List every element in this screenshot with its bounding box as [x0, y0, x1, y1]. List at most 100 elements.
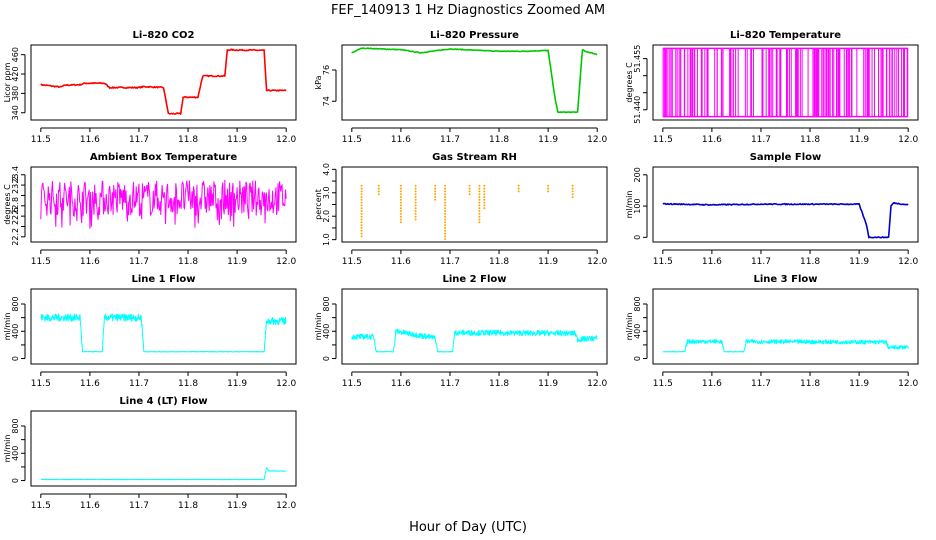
data-point: [444, 232, 447, 235]
plot-frame: [652, 166, 919, 243]
data-point: [399, 193, 402, 196]
data-point: [360, 193, 363, 196]
x-tick-label: 11.6: [80, 257, 100, 267]
panel-title: Sample Flow: [750, 152, 822, 163]
y-tick-label: 74: [322, 96, 331, 106]
data-point: [478, 193, 481, 196]
data-point: [478, 201, 481, 204]
y-tick-label: 76: [322, 65, 331, 75]
data-point: [399, 210, 402, 213]
data-point: [399, 215, 402, 218]
x-tick-label: 11.7: [129, 501, 149, 511]
x-axis: 11.5 11.6 11.7 11.8 11.9 12.0: [342, 371, 607, 389]
data-point: [444, 210, 447, 213]
data-point: [468, 193, 471, 196]
data-point: [483, 193, 486, 196]
x-tick-label: 11.5: [31, 135, 51, 145]
x-tick-label: 11.5: [342, 379, 362, 389]
y-tick-label: 1.0: [322, 233, 331, 246]
y-tick-label: 22.8: [11, 197, 20, 215]
data-point: [444, 184, 447, 187]
data-point: [571, 184, 574, 187]
data-line: [662, 201, 909, 239]
y-axis: 22.2 22.622.8 23.223.4: [11, 166, 26, 246]
y-tick-label: 0: [11, 478, 20, 483]
y-axis-label: degrees C: [3, 184, 12, 225]
data-point: [434, 196, 437, 198]
x-tick-label: 11.5: [653, 379, 673, 389]
y-axis-label: Licor ppm: [3, 62, 12, 102]
x-tick-label: 11.6: [80, 135, 100, 145]
data-point: [360, 226, 363, 229]
y-tick-label: 4.0: [322, 163, 331, 176]
data-point: [360, 207, 363, 210]
plot-frame: [341, 44, 608, 121]
data-point: [478, 204, 481, 207]
plot-frame: [652, 288, 919, 365]
x-tick-label: 12.0: [898, 135, 918, 145]
panel-title: Gas Stream RH: [432, 152, 517, 163]
data-series: [351, 47, 598, 114]
data-point: [399, 184, 402, 187]
data-point: [399, 204, 402, 207]
y-axis-label: ml/min: [3, 313, 12, 341]
x-tick-label: 11.6: [80, 501, 100, 511]
data-point: [414, 187, 417, 190]
data-point: [444, 215, 447, 218]
data-point: [360, 229, 363, 232]
y-tick-label: 23.4: [11, 166, 20, 184]
data-point: [444, 187, 447, 190]
y-axis: 51.440 51.455: [633, 45, 648, 124]
x-tick-label: 11.7: [129, 135, 149, 145]
x-tick-label: 11.9: [227, 501, 247, 511]
chart-panel: Sample Flow ml/min 11.5 11.6 11.7 11.8 11.9 12.…: [625, 152, 919, 267]
figure-x-axis-label: Hour of Day (UTC): [409, 520, 527, 535]
plot-frame: [30, 44, 297, 121]
data-point: [444, 218, 447, 221]
data-point: [377, 193, 380, 196]
y-tick-label: 400: [11, 446, 20, 461]
x-tick-label: 11.7: [440, 257, 460, 267]
data-series: [360, 184, 574, 241]
data-point: [483, 196, 486, 198]
y-tick-label: 3.0: [322, 186, 331, 199]
data-point: [444, 207, 447, 210]
data-point: [434, 198, 437, 201]
data-point: [483, 187, 486, 190]
y-tick-label: 340: [11, 105, 20, 120]
x-tick-label: 11.6: [702, 379, 722, 389]
data-point: [444, 226, 447, 229]
y-tick-label: 0: [322, 356, 331, 361]
data-point: [377, 187, 380, 190]
x-tick-label: 11.7: [751, 135, 771, 145]
data-point: [414, 210, 417, 213]
data-point: [399, 207, 402, 210]
x-tick-label: 11.8: [489, 135, 509, 145]
x-tick-label: 11.8: [800, 379, 820, 389]
y-axis-label: ml/min: [3, 435, 12, 463]
data-point: [444, 204, 447, 207]
x-tick-label: 11.8: [800, 257, 820, 267]
data-line: [351, 328, 598, 353]
data-point: [478, 187, 481, 190]
data-point: [478, 218, 481, 221]
data-point: [478, 184, 481, 187]
y-tick-label: 0: [633, 235, 642, 240]
x-axis: 11.5 11.6 11.7 11.8 11.9 12.0: [653, 371, 918, 389]
chart-panel: Line 1 Flow ml/min 11.5 11.6 11.7 11.8 11.9 12.…: [3, 274, 297, 389]
panel-title: Line 2 Flow: [443, 274, 507, 285]
data-point: [414, 196, 417, 198]
y-axis-label: ml/min: [314, 313, 323, 341]
data-line: [662, 339, 909, 353]
data-point: [377, 190, 380, 193]
x-axis: 11.5 11.6 11.7 11.8 11.9 12.0: [653, 249, 918, 267]
y-axis: 0 400 800: [11, 296, 26, 361]
x-tick-label: 11.6: [391, 379, 411, 389]
x-tick-label: 11.5: [342, 135, 362, 145]
data-point: [414, 207, 417, 210]
x-tick-label: 12.0: [276, 501, 296, 511]
data-point: [571, 187, 574, 190]
x-tick-label: 11.8: [489, 379, 509, 389]
y-axis: 0 400 800: [322, 296, 337, 361]
